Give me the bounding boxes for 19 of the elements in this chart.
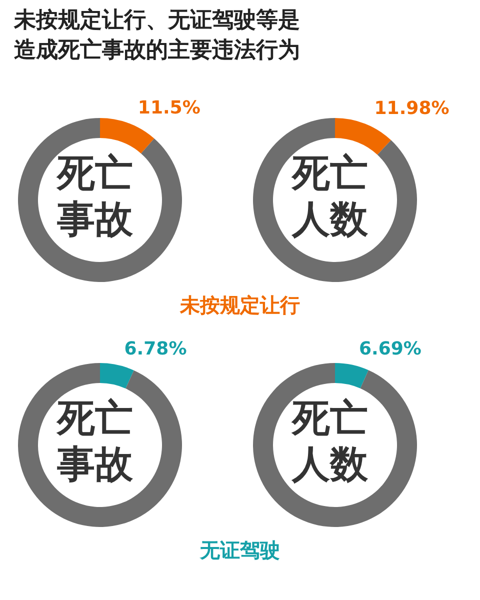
text: 死亡人数: [291, 151, 369, 241]
donut-slice: [18, 363, 182, 527]
donut-slice: [18, 118, 182, 282]
text: 无证驾驶: [198, 537, 281, 564]
data-label: 6.69%: [359, 338, 422, 360]
donut-slice: [253, 363, 417, 527]
donut-slice: [335, 118, 392, 155]
text: 死亡事故: [56, 151, 134, 241]
data-label: 11.5%: [138, 98, 200, 119]
donut-slice: [253, 118, 417, 282]
donut-slice: [335, 363, 368, 388]
text: 未按规定让行、无证驾驶等是造成死亡事故的主要违法行为: [14, 6, 301, 65]
text: 死亡人数: [291, 396, 369, 486]
donut-slice: [100, 118, 154, 154]
data-label: 11.98%: [374, 98, 450, 120]
text: 死亡事故: [56, 396, 134, 486]
data-label: 6.78%: [124, 338, 187, 360]
donut-slice: [100, 363, 134, 389]
text: 未按规定让行: [178, 292, 301, 319]
